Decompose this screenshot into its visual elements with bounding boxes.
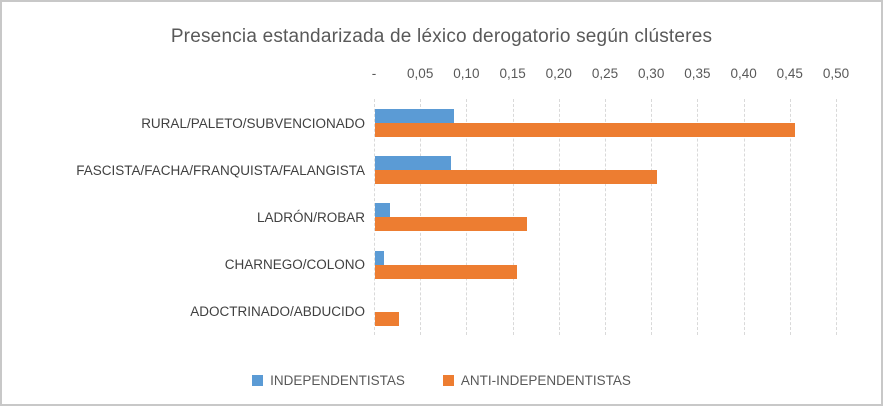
gridline	[605, 99, 606, 335]
gridline	[743, 99, 745, 335]
axis-tick-label: 0,45	[776, 66, 803, 81]
legend: INDEPENDENTISTAS ANTI-INDEPENDENTISTAS	[2, 370, 881, 390]
gridline	[789, 99, 791, 335]
axis-tick-label: 0,15	[499, 66, 526, 81]
category-label: ADOCTRINADO/ABDUCIDO	[190, 304, 365, 320]
axis-tick-label: -	[371, 66, 377, 81]
legend-label: INDEPENDENTISTAS	[270, 372, 405, 388]
gridline	[374, 99, 375, 335]
legend-label: ANTI-INDEPENDENTISTAS	[460, 372, 631, 388]
category-label: LADRÓN/ROBAR	[256, 209, 365, 225]
axis-tick-label: 0,30	[638, 66, 665, 81]
chart-title: Presencia estandarizada de léxico deroga…	[170, 26, 713, 47]
bar-independentistas	[375, 156, 451, 171]
category-label: FASCISTA/FACHA/FRANQUISTA/FALANGISTA	[76, 162, 365, 178]
legend-item: ANTI-INDEPENDENTISTAS	[442, 372, 631, 388]
gridline	[420, 99, 422, 335]
category-label: CHARNEGO/COLONO	[224, 257, 365, 273]
bar-anti-independentistas	[375, 264, 518, 279]
gridline	[512, 99, 514, 335]
legend-swatch-icon	[252, 374, 264, 386]
axis-tick-label: 0,10	[453, 66, 480, 81]
axis-tick-label: 0,40	[730, 66, 757, 81]
gridline	[651, 99, 653, 335]
legend-swatch-icon	[442, 374, 454, 386]
gridline	[558, 99, 560, 335]
bar-independentistas	[375, 203, 390, 218]
bar-independentistas	[375, 250, 385, 265]
bar-anti-independentistas	[375, 217, 527, 232]
bar-independentistas	[375, 109, 454, 123]
axis-tick-label: 0,05	[407, 66, 434, 81]
axis-tick-label: 0,35	[684, 66, 711, 81]
bar-anti-independentistas	[375, 170, 657, 185]
category-label: RURAL/PALETO/SUBVENCIONADO	[141, 115, 365, 131]
gridline	[697, 99, 699, 335]
axis-tick-label: 0,25	[591, 66, 619, 81]
gridline	[836, 99, 837, 335]
legend-item: INDEPENDENTISTAS	[252, 373, 405, 388]
axis-tick-label: 0,20	[545, 66, 572, 81]
axis-tick-label: 0,50	[822, 66, 850, 81]
bar-anti-independentistas	[375, 123, 796, 137]
bar-anti-independentistas	[375, 311, 400, 326]
gridline	[466, 99, 468, 335]
